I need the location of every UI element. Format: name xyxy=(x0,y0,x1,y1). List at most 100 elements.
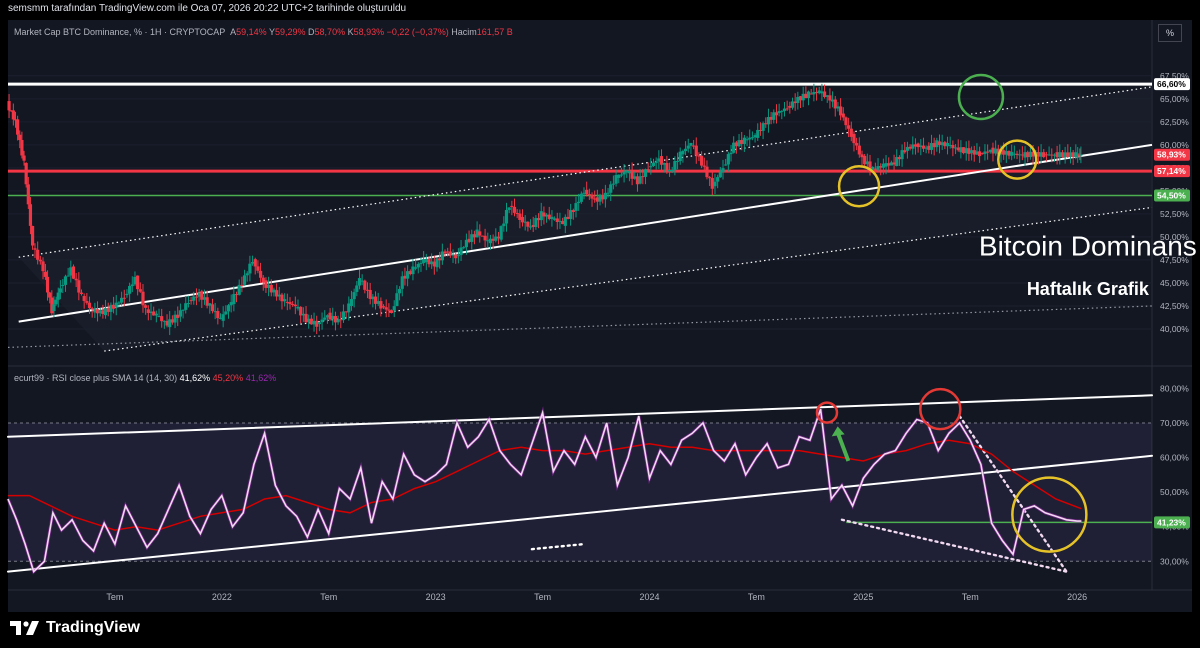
x-tick-label: Tem xyxy=(320,592,337,602)
candle-body xyxy=(210,304,215,312)
candle-body xyxy=(480,235,485,237)
candle-body xyxy=(11,110,15,120)
candle-body xyxy=(43,271,48,277)
candle-body xyxy=(218,317,223,319)
candle-body xyxy=(1063,152,1067,158)
candle-body xyxy=(675,160,680,162)
candle-body xyxy=(611,183,616,185)
rsi-alt-value: 41,62% xyxy=(245,373,277,383)
main-y-tick-label: 62,50% xyxy=(1160,117,1189,127)
candle-body xyxy=(467,238,471,242)
candle-body xyxy=(1031,151,1035,157)
candle-body xyxy=(456,255,460,257)
candle-body xyxy=(56,292,60,300)
candle-body xyxy=(315,320,319,327)
candle-body xyxy=(296,306,300,309)
candle-body xyxy=(772,112,776,120)
candle-body xyxy=(333,316,338,323)
candle-body xyxy=(232,294,236,305)
candle-body xyxy=(317,322,321,325)
rsi-trend-line xyxy=(7,394,1153,438)
candle-body xyxy=(667,170,672,172)
percent-scale-button[interactable]: % xyxy=(1158,24,1182,42)
candle-body xyxy=(758,130,763,132)
candle-body xyxy=(830,99,835,102)
rsi-legend-title: ecurt99 · RSI close plus SMA 14 (14, 30) xyxy=(14,373,178,383)
candle-body xyxy=(189,300,193,302)
chart-annotation-title: Bitcoin Dominans xyxy=(979,230,1197,261)
rsi-band xyxy=(8,422,1152,562)
arrow-shaft xyxy=(835,431,851,462)
candle-body xyxy=(689,143,693,146)
main-y-tick-label: 60,00% xyxy=(1160,140,1189,150)
candle-body xyxy=(785,108,789,110)
candle-body xyxy=(250,262,255,264)
candle-body xyxy=(1066,152,1070,157)
candle-body xyxy=(798,96,803,101)
candle-body xyxy=(440,251,444,261)
main-y-tick-label: 65,00% xyxy=(1160,94,1189,104)
candle-body xyxy=(9,110,13,112)
candle-body xyxy=(569,210,573,219)
candle-body xyxy=(625,171,629,173)
candle-body xyxy=(673,161,677,171)
candle-body xyxy=(566,216,570,219)
candle-body xyxy=(571,210,575,213)
candle-body xyxy=(36,249,40,260)
candle-body xyxy=(1058,152,1062,158)
candle-body xyxy=(651,162,656,167)
candle-body xyxy=(387,309,391,311)
candle-body xyxy=(561,220,565,225)
candle-body xyxy=(847,125,851,129)
candle-body xyxy=(665,163,669,172)
candle-body xyxy=(748,137,752,140)
candle-body xyxy=(30,226,35,246)
trend-line xyxy=(18,86,1153,258)
x-tick-label: 2025 xyxy=(853,592,873,602)
x-tick-label: Tem xyxy=(534,592,551,602)
candle-body xyxy=(657,158,661,162)
price-label-box xyxy=(1154,78,1190,91)
candle-body xyxy=(253,259,257,267)
candle-body xyxy=(336,319,340,323)
candle-body xyxy=(865,161,869,165)
candle-body xyxy=(45,276,50,293)
candle-body xyxy=(103,308,108,316)
candle-body xyxy=(510,205,514,207)
candle-body xyxy=(582,192,586,194)
candle-body xyxy=(95,309,100,314)
candle-body xyxy=(980,153,984,155)
candle-body xyxy=(162,320,166,322)
candle-body xyxy=(940,142,944,146)
high-label: Y xyxy=(268,27,275,37)
candle-body xyxy=(927,145,931,150)
candle-body xyxy=(400,276,404,289)
candle-body xyxy=(617,174,621,178)
candle-body xyxy=(705,166,709,178)
candle-body xyxy=(590,194,594,199)
candle-body xyxy=(873,168,877,170)
open-value: 59,14% xyxy=(236,27,267,37)
candle-body xyxy=(414,267,418,269)
candle-body xyxy=(152,311,156,316)
candle-body xyxy=(598,195,602,202)
candle-body xyxy=(828,95,832,101)
candle-body xyxy=(368,289,372,299)
candle-body xyxy=(1023,152,1027,158)
candle-body xyxy=(427,259,431,265)
candle-body xyxy=(470,234,474,242)
candle-body xyxy=(491,238,495,241)
candle-body xyxy=(464,239,469,248)
price-label-box xyxy=(1154,189,1190,202)
candle-body xyxy=(708,177,712,179)
candle-body xyxy=(160,316,164,322)
candle-body xyxy=(710,178,714,189)
candle-body xyxy=(202,297,207,300)
candle-body xyxy=(261,277,265,283)
candle-body xyxy=(820,91,824,94)
candle-body xyxy=(422,259,426,264)
candle-body xyxy=(272,289,276,293)
candle-body xyxy=(1042,152,1046,158)
candle-body xyxy=(839,106,843,116)
